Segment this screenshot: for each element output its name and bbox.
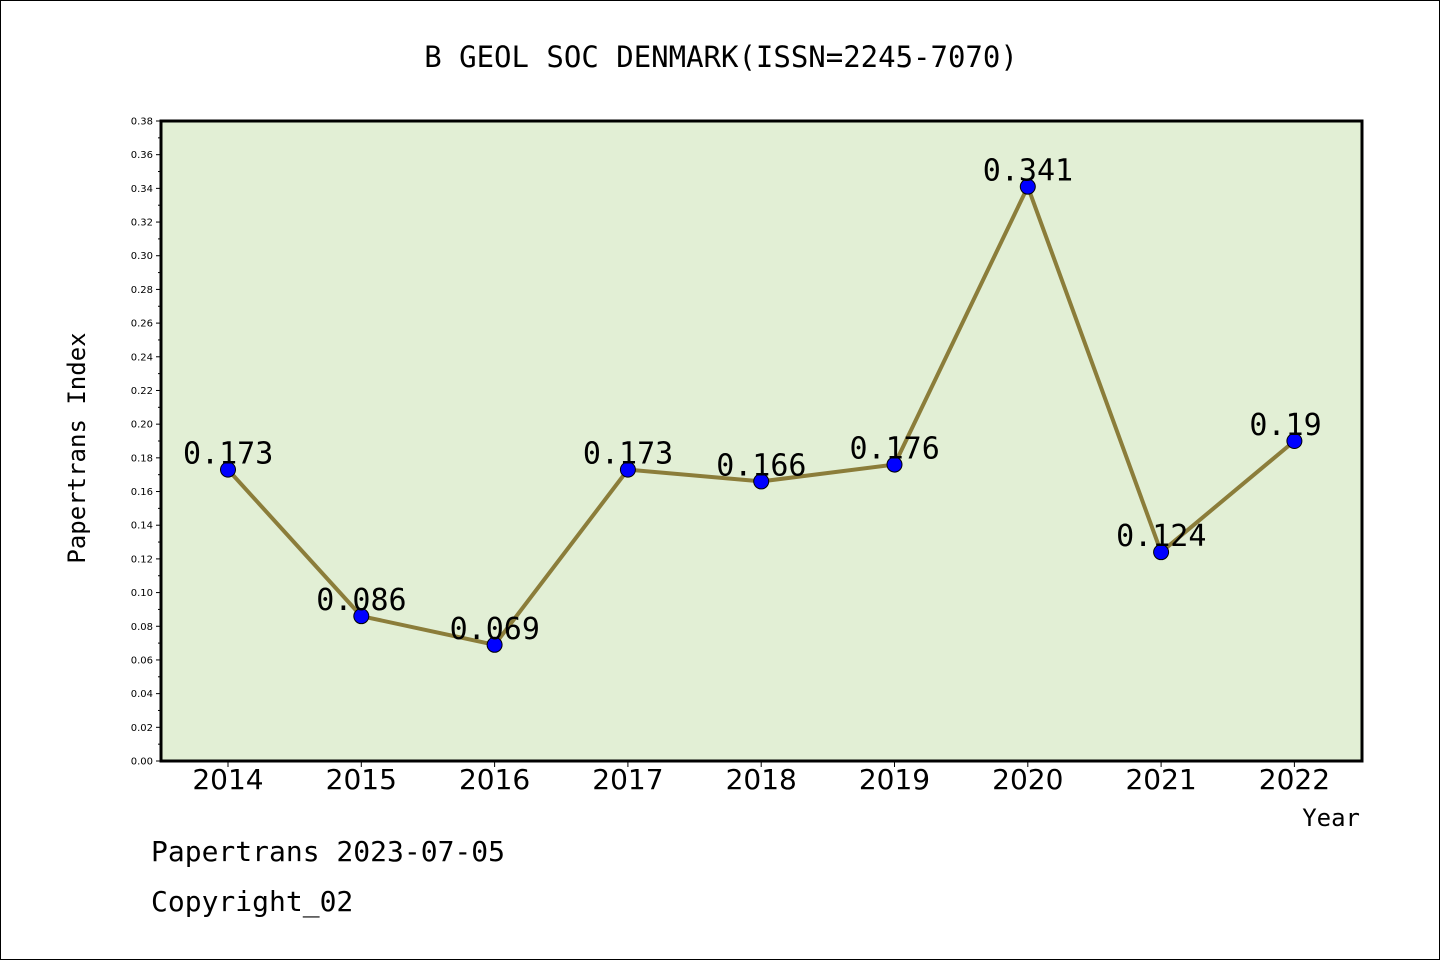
- y-tick-label: 0.16: [131, 487, 153, 498]
- data-label: 0.341: [983, 154, 1073, 189]
- data-point: [886, 456, 903, 473]
- y-tick-label: 0.26: [131, 319, 153, 330]
- data-labels: 0.173 0.086 0.069 0.173 0.166 0.176 0.341 0.124…: [183, 154, 1322, 647]
- x-tick-label: 2019: [859, 763, 930, 796]
- data-point: [486, 636, 503, 653]
- y-tick-label: 0.08: [131, 622, 153, 633]
- y-tick-label: 0.34: [131, 184, 153, 195]
- x-tick-label: 2016: [459, 763, 530, 796]
- plot-area: 0.00 0.02 0.04 0.06 0.08 0.10 0.12 0.14 0.16 0.18…: [131, 117, 1364, 796]
- y-tick-label: 0.20: [131, 420, 153, 431]
- data-point: [1019, 178, 1036, 195]
- data-label: 0.124: [1116, 519, 1206, 554]
- y-tick-label: 0.24: [131, 352, 153, 363]
- x-tick-label: 2021: [1125, 763, 1196, 796]
- data-label: 0.086: [316, 583, 406, 618]
- y-tick-label: 0.38: [131, 117, 153, 128]
- y-tick-label: 0.36: [131, 150, 153, 161]
- y-tick-label: 0.12: [131, 554, 153, 565]
- x-tick-label: 2020: [992, 763, 1063, 796]
- y-tick-label: 0.28: [131, 285, 153, 296]
- series-markers: [220, 178, 1303, 653]
- data-label: 0.166: [716, 448, 806, 483]
- y-tick-label: 0.22: [131, 386, 153, 397]
- y-tick-label: 0.06: [131, 655, 153, 666]
- y-tick-label: 0.10: [131, 588, 153, 599]
- data-label: 0.173: [583, 437, 673, 472]
- x-axis-label: Year: [1302, 804, 1360, 832]
- y-tick-label: 0.14: [131, 521, 153, 532]
- x-tick-label: 2017: [592, 763, 663, 796]
- y-axis: 0.00 0.02 0.04 0.06 0.08 0.10 0.12 0.14 0.16 0.18…: [131, 117, 161, 768]
- data-label: 0.176: [850, 432, 940, 467]
- data-point: [753, 473, 770, 490]
- y-tick-label: 0.00: [131, 757, 153, 768]
- footer-date: Papertrans 2023-07-05: [151, 835, 506, 868]
- y-axis-label: Papertrans Index: [63, 332, 91, 563]
- data-point: [1153, 544, 1170, 561]
- data-point: [1286, 433, 1303, 449]
- x-tick-label: 2015: [326, 763, 397, 796]
- data-label: 0.173: [183, 437, 273, 472]
- data-label: 0.069: [450, 612, 540, 647]
- plot-background: [161, 121, 1362, 761]
- y-tick-label: 0.32: [131, 218, 153, 229]
- x-tick-label: 2018: [726, 763, 797, 796]
- y-tick-label: 0.18: [131, 453, 153, 464]
- y-tick-label: 0.02: [131, 723, 153, 734]
- chart-title: B GEOL SOC DENMARK(ISSN=2245-7070): [424, 40, 1018, 74]
- x-tick-label: 2014: [192, 763, 263, 796]
- x-tick-label: 2022: [1259, 763, 1330, 796]
- y-tick-label: 0.04: [131, 689, 153, 700]
- x-axis: 2014 2015 2016 2017 2018 2019 2020 2021 2022: [192, 761, 1330, 796]
- data-point: [619, 461, 636, 478]
- data-label: 0.19: [1249, 408, 1321, 443]
- footer-copyright: Copyright_02: [151, 885, 354, 918]
- data-point: [220, 461, 236, 478]
- y-tick-label: 0.30: [131, 251, 153, 262]
- plot-border: [159, 119, 1364, 763]
- data-point: [353, 608, 370, 625]
